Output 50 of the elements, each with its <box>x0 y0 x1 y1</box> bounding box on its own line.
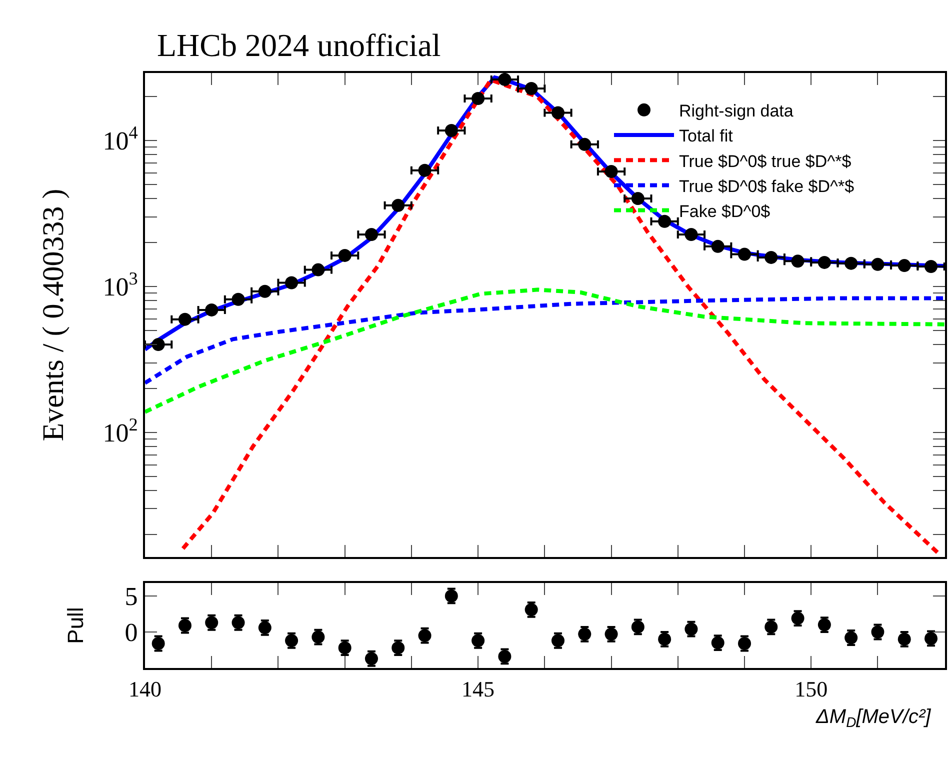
point <box>738 248 751 261</box>
point <box>578 138 592 151</box>
point <box>844 256 858 270</box>
point <box>418 164 432 177</box>
y-tick-label: 10$^{3}$ <box>102 268 138 302</box>
legend-label: True $D^0$ fake $D^*$ <box>679 176 855 196</box>
x-tick-label: 140 <box>128 676 162 702</box>
y-axis-title: Pull <box>63 607 88 644</box>
point <box>338 248 352 262</box>
line-series <box>145 296 945 385</box>
point <box>232 292 245 306</box>
point <box>764 250 778 264</box>
point <box>152 338 165 352</box>
point <box>285 276 298 290</box>
point <box>658 214 672 228</box>
point <box>791 254 804 268</box>
point <box>684 228 698 241</box>
point <box>711 240 724 253</box>
legend-label: True $D^0$ true $D^*$ <box>679 152 852 171</box>
point <box>392 198 405 212</box>
point <box>444 124 458 138</box>
point <box>178 312 192 326</box>
point <box>312 263 325 276</box>
legend-label: Fake $D^0$ <box>679 202 771 221</box>
point <box>258 284 272 298</box>
legend-label: Right-sign data <box>679 102 794 121</box>
point <box>472 92 485 105</box>
point <box>604 165 618 178</box>
y-axis-title: Events / ( 0.400333 ) <box>37 188 70 442</box>
point <box>498 73 512 86</box>
y-tick-label: 10$^{2}$ <box>102 414 138 448</box>
point <box>205 303 218 316</box>
x-tick-label: 150 <box>794 676 828 702</box>
line-series <box>180 78 940 555</box>
point <box>364 228 378 241</box>
point <box>871 258 884 271</box>
point <box>631 192 644 206</box>
point <box>818 256 831 269</box>
y-tick-label: 5 <box>124 582 138 612</box>
y-tick-label: 0 <box>124 618 138 648</box>
line-series <box>145 288 945 414</box>
chart-title: LHCb 2024 unofficial <box>157 27 441 64</box>
point <box>524 82 538 96</box>
x-axis-title: ΔM$_{D}$[MeV/c²] <box>815 706 932 730</box>
point <box>551 106 564 120</box>
point <box>898 259 911 272</box>
x-tick-label: 145 <box>462 676 495 702</box>
y-tick-label: 10$^{4}$ <box>102 122 138 156</box>
legend-label: Total fit <box>679 126 734 146</box>
point <box>924 260 938 273</box>
